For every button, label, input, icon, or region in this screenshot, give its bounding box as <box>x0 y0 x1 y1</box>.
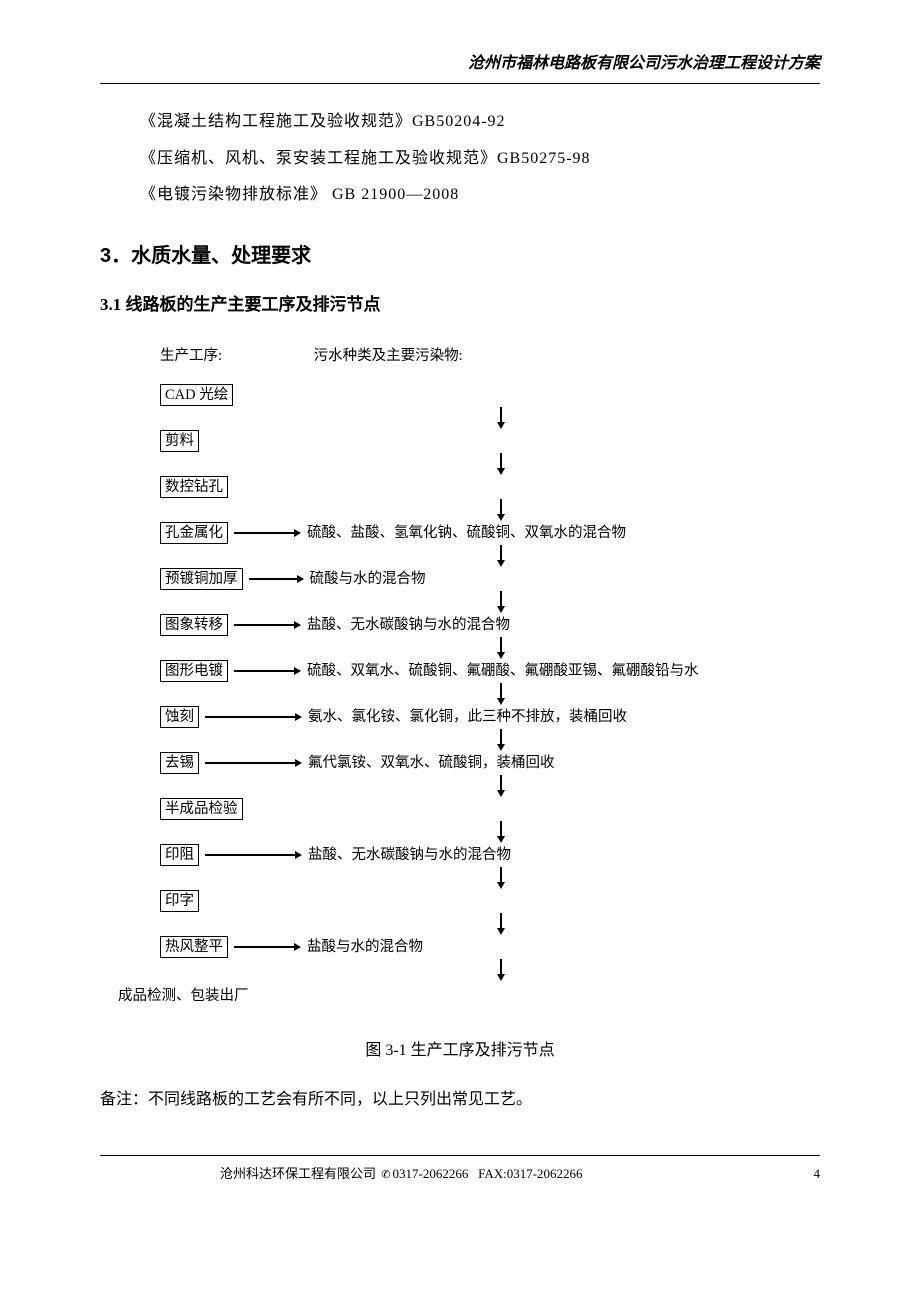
flow-step-row: CAD 光绘 <box>160 383 820 407</box>
flow-step-box: 印阻 <box>160 844 199 866</box>
arrow-down-icon <box>182 821 820 843</box>
arrow-down-icon <box>182 775 820 797</box>
pollutant-text: 硫酸、双氧水、硫酸铜、氟硼酸、氟硼酸亚锡、氟硼酸铅与水 <box>307 658 699 684</box>
footer-company: 沧州科达环保工程有限公司 ✆0317-2062266 FAX:0317-2062… <box>220 1162 583 1186</box>
process-flowchart: CAD 光绘剪料数控钻孔孔金属化 硫酸、盐酸、氢氧化钠、硫酸铜、双氧水的混合物预镀… <box>160 383 820 981</box>
flow-step-row: 数控钻孔 <box>160 475 820 499</box>
flow-step-row: 半成品检验 <box>160 797 820 821</box>
standard-line: 《电镀污染物排放标准》 GB 21900—2008 <box>140 181 820 210</box>
flow-step-row: 图形电镀 硫酸、双氧水、硫酸铜、氟硼酸、氟硼酸亚锡、氟硼酸铅与水 <box>160 659 820 683</box>
flow-col1-label: 生产工序: <box>160 343 310 369</box>
flow-step-row: 预镀铜加厚 硫酸与水的混合物 <box>160 567 820 591</box>
flow-step-box: 去锡 <box>160 752 199 774</box>
arrow-right-icon <box>234 667 301 675</box>
arrow-right-icon <box>205 759 302 767</box>
phone-icon: ✆ <box>381 1166 390 1186</box>
flow-step-row: 剪料 <box>160 429 820 453</box>
arrow-down-icon <box>182 959 820 981</box>
flow-step-row: 热风整平 盐酸与水的混合物 <box>160 935 820 959</box>
flow-step-box: 蚀刻 <box>160 706 199 728</box>
arrow-down-icon <box>182 407 820 429</box>
arrow-right-icon <box>234 529 301 537</box>
flow-step-row: 印阻 盐酸、无水碳酸钠与水的混合物 <box>160 843 820 867</box>
page-header-title: 沧州市福林电路板有限公司污水治理工程设计方案 <box>100 50 820 84</box>
flow-step-box: 半成品检验 <box>160 798 243 820</box>
section-3-1-heading: 3.1 线路板的生产主要工序及排污节点 <box>100 290 820 321</box>
flow-step-box: CAD 光绘 <box>160 384 233 406</box>
arrow-down-icon <box>182 545 820 567</box>
arrow-down-icon <box>182 683 820 705</box>
arrow-down-icon <box>182 499 820 521</box>
footer-fax: FAX:0317-2062266 <box>478 1166 582 1181</box>
page-footer: 沧州科达环保工程有限公司 ✆0317-2062266 FAX:0317-2062… <box>100 1155 820 1186</box>
flow-step-box: 孔金属化 <box>160 522 228 544</box>
arrow-down-icon <box>182 591 820 613</box>
footer-company-name: 沧州科达环保工程有限公司 <box>220 1166 376 1181</box>
pollutant-text: 盐酸与水的混合物 <box>307 934 423 960</box>
flow-step-row: 孔金属化 硫酸、盐酸、氢氧化钠、硫酸铜、双氧水的混合物 <box>160 521 820 545</box>
note-text: 备注：不同线路板的工艺会有所不同，以上只列出常见工艺。 <box>100 1086 820 1115</box>
arrow-right-icon <box>234 621 301 629</box>
flow-step-box: 数控钻孔 <box>160 476 228 498</box>
standards-list: 《混凝土结构工程施工及验收规范》GB50204-92 《压缩机、风机、泵安装工程… <box>100 108 820 210</box>
flow-final-step: 成品检测、包装出厂 <box>118 983 820 1009</box>
flow-step-box: 预镀铜加厚 <box>160 568 243 590</box>
flow-step-box: 图形电镀 <box>160 660 228 682</box>
flow-step-box: 图象转移 <box>160 614 228 636</box>
arrow-down-icon <box>182 637 820 659</box>
pollutant-text: 氨水、氯化铵、氯化铜，此三种不排放，装桶回收 <box>308 704 627 730</box>
arrow-right-icon <box>205 713 302 721</box>
footer-page-number: 4 <box>814 1162 821 1185</box>
pollutant-text: 盐酸、无水碳酸钠与水的混合物 <box>307 612 510 638</box>
arrow-right-icon <box>249 575 304 583</box>
flow-step-row: 蚀刻 氨水、氯化铵、氯化铜，此三种不排放，装桶回收 <box>160 705 820 729</box>
flow-column-headers: 生产工序: 污水种类及主要污染物: <box>160 343 820 369</box>
arrow-down-icon <box>182 453 820 475</box>
pollutant-text: 盐酸、无水碳酸钠与水的混合物 <box>308 842 511 868</box>
arrow-right-icon <box>234 943 301 951</box>
flow-col2-label: 污水种类及主要污染物: <box>314 343 463 369</box>
figure-caption: 图 3-1 生产工序及排污节点 <box>100 1037 820 1066</box>
standard-line: 《压缩机、风机、泵安装工程施工及验收规范》GB50275-98 <box>140 145 820 174</box>
flow-step-row: 图象转移 盐酸、无水碳酸钠与水的混合物 <box>160 613 820 637</box>
section-3-heading: 3．水质水量、处理要求 <box>100 238 820 274</box>
arrow-down-icon <box>182 913 820 935</box>
flow-step-row: 去锡 氟代氯铵、双氧水、硫酸铜，装桶回收 <box>160 751 820 775</box>
arrow-down-icon <box>182 729 820 751</box>
arrow-down-icon <box>182 867 820 889</box>
pollutant-text: 硫酸与水的混合物 <box>310 566 426 592</box>
arrow-right-icon <box>205 851 302 859</box>
flow-step-row: 印字 <box>160 889 820 913</box>
flow-step-box: 剪料 <box>160 430 199 452</box>
flow-step-box: 热风整平 <box>160 936 228 958</box>
standard-line: 《混凝土结构工程施工及验收规范》GB50204-92 <box>140 108 820 137</box>
footer-tel: 0317-2062266 <box>392 1166 468 1181</box>
flow-step-box: 印字 <box>160 890 199 912</box>
pollutant-text: 氟代氯铵、双氧水、硫酸铜，装桶回收 <box>308 750 555 776</box>
pollutant-text: 硫酸、盐酸、氢氧化钠、硫酸铜、双氧水的混合物 <box>307 520 626 546</box>
